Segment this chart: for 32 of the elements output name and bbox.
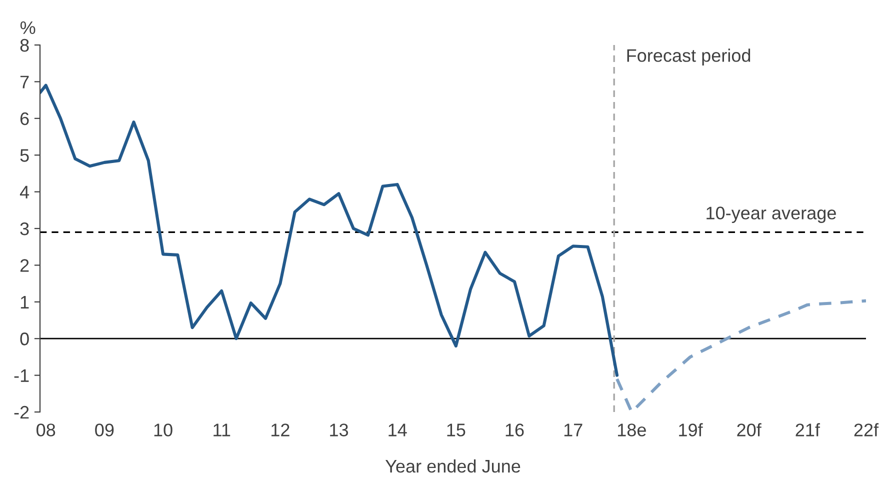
y-tick-label: 8 <box>20 38 29 52</box>
x-tick-label: 08 <box>36 424 56 436</box>
y-tick-label: 4 <box>20 186 30 198</box>
y-axis-title: % <box>20 21 36 34</box>
ref-line-label: Forecast period <box>627 48 750 66</box>
x-tick-label: 13 <box>330 424 348 436</box>
x-tick-label: 11 <box>214 424 230 436</box>
x-tick-label: 20f <box>737 423 762 436</box>
y-tick-label: 3 <box>20 222 29 236</box>
x-axis-title: Year ended June <box>385 459 520 473</box>
y-tick-label: 1 <box>20 296 29 308</box>
x-tick-label: 14 <box>388 424 407 436</box>
x-tick-label: 09 <box>95 424 114 436</box>
x-tick-label: 22f <box>854 423 879 436</box>
x-tick-label: 16 <box>506 424 524 436</box>
y-tick-label: -2 <box>14 406 29 419</box>
x-tick-label: 15 <box>447 424 466 436</box>
line-series <box>40 84 619 377</box>
line-series <box>616 299 866 412</box>
x-tick-label: 10 <box>154 424 172 436</box>
ref-line-label: 10-year average <box>706 206 836 223</box>
x-tick-label: 17 <box>564 424 582 436</box>
x-tick-label: 12 <box>272 424 290 436</box>
y-tick-label: 2 <box>20 259 29 272</box>
y-tick-label: 0 <box>20 332 29 346</box>
y-tick-label: 6 <box>20 112 29 126</box>
y-tick-label: 5 <box>20 149 29 162</box>
y-tick-label: 7 <box>20 76 29 88</box>
x-tick-label: 18e <box>618 424 646 436</box>
y-tick-label: -1 <box>14 369 29 382</box>
x-tick-label: 21f <box>796 423 820 436</box>
x-tick-label: 19f <box>679 423 703 436</box>
